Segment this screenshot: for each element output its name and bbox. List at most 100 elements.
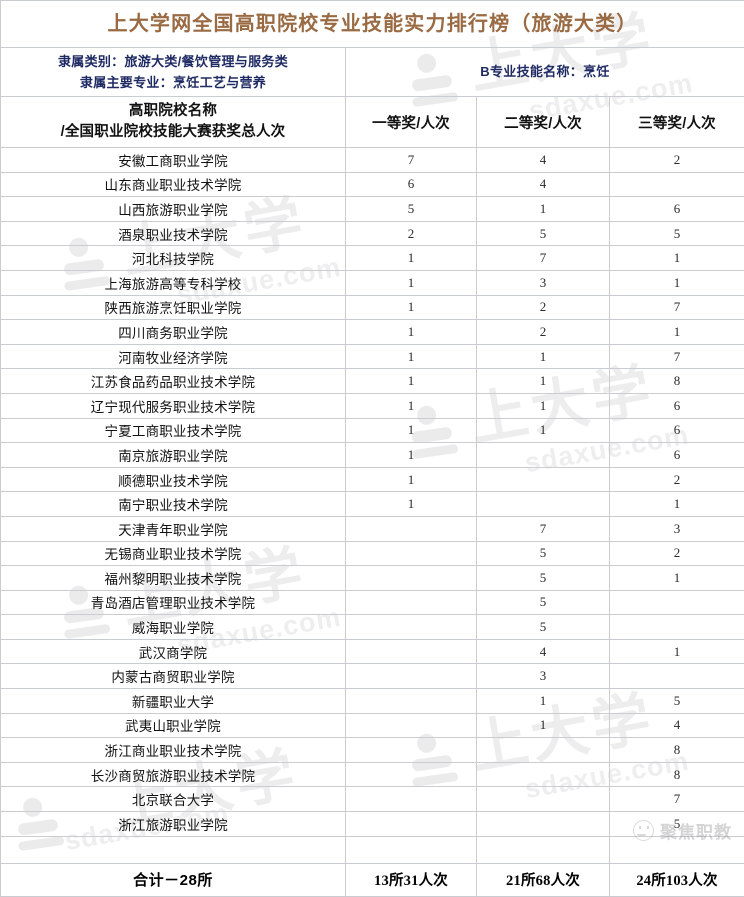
row-third-prize: 1	[610, 250, 744, 266]
row-school-name: 浙江旅游职业学院	[1, 814, 345, 834]
row-first-prize-cell: 1	[346, 467, 477, 492]
row-third-prize-cell: 1	[610, 566, 744, 591]
row-third-prize: 8	[610, 373, 744, 389]
row-school-name: 天津青年职业学院	[1, 519, 345, 539]
row-second-prize: 7	[477, 250, 609, 266]
row-school-name: 陕西旅游烹饪职业学院	[1, 297, 345, 317]
row-third-prize: 5	[610, 693, 744, 709]
row-third-prize-cell: 2	[610, 467, 744, 492]
row-first-prize-cell: 1	[346, 295, 477, 320]
row-first-prize-cell	[346, 516, 477, 541]
title-row: 上大学网全国高职院校专业技能实力排行榜（旅游大类）	[1, 1, 744, 48]
row-third-prize-cell	[610, 172, 744, 197]
row-second-prize: 1	[477, 693, 609, 709]
row-second-prize-cell	[477, 467, 610, 492]
row-third-prize-cell: 3	[610, 516, 744, 541]
row-school-name: 上海旅游高等专科学校	[1, 273, 345, 293]
row-first-prize-cell	[346, 615, 477, 640]
row-school-name: 宁夏工商职业技术学院	[1, 420, 345, 440]
row-second-prize-cell: 4	[477, 148, 610, 173]
category-line-2: 隶属主要专业：烹饪工艺与营养	[1, 72, 345, 93]
row-second-prize-cell	[477, 492, 610, 517]
row-third-prize-cell	[610, 590, 744, 615]
row-second-prize-cell	[477, 738, 610, 763]
row-second-prize: 1	[477, 201, 609, 217]
header-second-prize-label: 二等奖/人次	[477, 112, 609, 133]
row-third-prize-cell	[610, 615, 744, 640]
row-first-prize-cell: 1	[346, 492, 477, 517]
row-third-prize-cell: 6	[610, 418, 744, 443]
row-school-name: 福州黎明职业技术学院	[1, 568, 345, 588]
page-title: 上大学网全国高职院校专业技能实力排行榜（旅游大类）	[1, 1, 744, 47]
row-third-prize-cell: 6	[610, 197, 744, 222]
row-school-name-cell: 陕西旅游烹饪职业学院	[1, 295, 346, 320]
row-first-prize-cell: 1	[346, 246, 477, 271]
row-school-name: 北京联合大学	[1, 789, 345, 809]
row-third-prize-cell: 1	[610, 639, 744, 664]
row-second-prize-cell	[477, 762, 610, 787]
row-school-name-cell: 北京联合大学	[1, 787, 346, 812]
row-third-prize-cell: 6	[610, 393, 744, 418]
row-school-name: 武汉商学院	[1, 642, 345, 662]
row-second-prize-cell: 1	[477, 418, 610, 443]
row-school-name-cell: 四川商务职业学院	[1, 320, 346, 345]
row-second-prize: 1	[477, 398, 609, 414]
total-label-cell: 合计－28所	[1, 863, 346, 896]
spacer-cell-name	[1, 836, 346, 863]
row-third-prize: 2	[610, 545, 744, 561]
total-third-cell: 24所103人次	[610, 863, 744, 896]
row-school-name-cell: 无锡商业职业技术学院	[1, 541, 346, 566]
row-school-name-cell: 南宁职业技术学院	[1, 492, 346, 517]
row-first-prize-cell	[346, 738, 477, 763]
total-row: 合计－28所 13所31人次 21所68人次 24所103人次	[1, 863, 744, 896]
row-second-prize: 5	[477, 226, 609, 242]
row-school-name-cell: 武汉商学院	[1, 639, 346, 664]
row-school-name: 无锡商业职业技术学院	[1, 543, 345, 563]
row-second-prize: 5	[477, 619, 609, 635]
row-second-prize: 1	[477, 349, 609, 365]
row-school-name-cell: 宁夏工商职业技术学院	[1, 418, 346, 443]
row-second-prize: 3	[477, 668, 609, 684]
row-first-prize-cell: 5	[346, 197, 477, 222]
row-school-name: 顺德职业技术学院	[1, 470, 345, 490]
row-second-prize-cell	[477, 812, 610, 837]
row-second-prize: 7	[477, 521, 609, 537]
row-second-prize: 5	[477, 570, 609, 586]
row-first-prize: 2	[346, 226, 476, 242]
row-third-prize-cell: 5	[610, 221, 744, 246]
row-second-prize-cell: 1	[477, 393, 610, 418]
row-school-name-cell: 天津青年职业学院	[1, 516, 346, 541]
row-third-prize: 5	[610, 816, 744, 832]
row-school-name-cell: 青岛酒店管理职业技术学院	[1, 590, 346, 615]
row-school-name: 长沙商贸旅游职业技术学院	[1, 765, 345, 785]
row-first-prize-cell	[346, 566, 477, 591]
row-school-name-cell: 长沙商贸旅游职业技术学院	[1, 762, 346, 787]
row-first-prize-cell: 2	[346, 221, 477, 246]
row-first-prize: 1	[346, 398, 476, 414]
row-second-prize-cell	[477, 443, 610, 468]
row-second-prize-cell: 1	[477, 197, 610, 222]
row-third-prize: 7	[610, 299, 744, 315]
row-second-prize-cell: 2	[477, 320, 610, 345]
row-third-prize-cell: 4	[610, 713, 744, 738]
row-third-prize: 3	[610, 521, 744, 537]
row-third-prize: 1	[610, 570, 744, 586]
row-third-prize-cell: 1	[610, 246, 744, 271]
row-third-prize: 1	[610, 324, 744, 340]
skill-name-cell: B专业技能名称：烹饪	[346, 48, 744, 97]
row-first-prize-cell	[346, 664, 477, 689]
total-second-cell: 21所68人次	[477, 863, 610, 896]
row-school-name: 河北科技学院	[1, 248, 345, 268]
row-school-name: 河南牧业经济学院	[1, 347, 345, 367]
